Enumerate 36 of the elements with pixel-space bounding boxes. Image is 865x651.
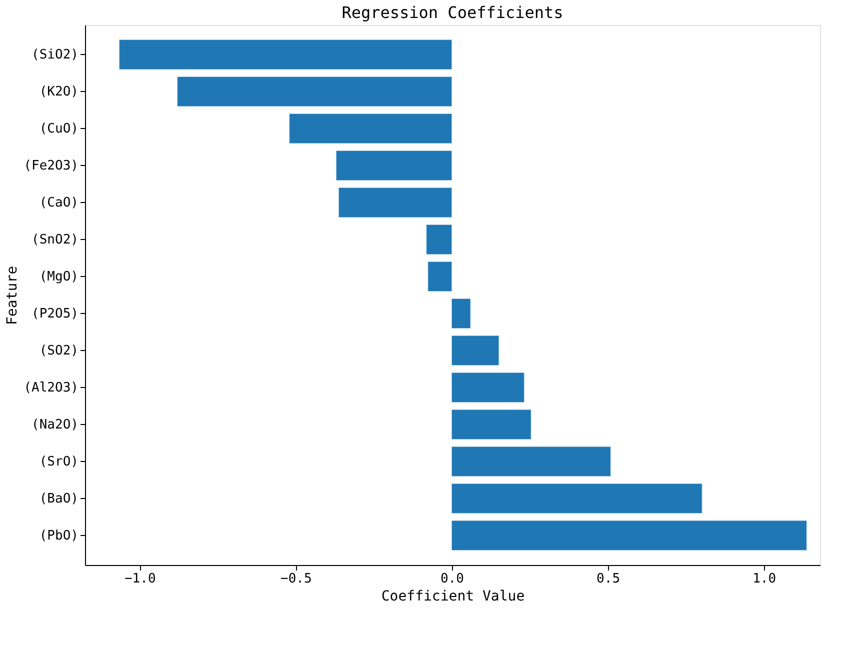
y-tick-label: (CuO)	[39, 122, 78, 137]
y-tick-label: (CaO)	[39, 196, 78, 211]
y-tick-label: (Fe2O3)	[24, 158, 78, 174]
bar	[119, 40, 452, 70]
x-tick-label: 1.0	[752, 572, 776, 586]
y-tick-label: (SiO2)	[32, 48, 78, 63]
bar	[177, 76, 452, 107]
y-tick-label: (K2O)	[39, 84, 78, 100]
x-axis-title: Coefficient Value	[381, 588, 525, 604]
bar	[451, 409, 532, 440]
y-tick-label: (PbO)	[39, 528, 78, 544]
bar	[451, 335, 500, 366]
y-tick-label: (Al2O3)	[24, 380, 78, 396]
y-tick-label: (SO2)	[39, 343, 78, 358]
chart-title: Regression Coefficients	[342, 3, 564, 22]
bar	[451, 520, 807, 550]
y-axis-title: Feature	[4, 266, 21, 326]
bar	[428, 261, 452, 292]
bar	[451, 298, 471, 329]
y-tick-label: (SrO)	[39, 454, 78, 470]
bar	[336, 150, 452, 181]
x-tick-label: 0.0	[440, 572, 464, 586]
bar	[451, 372, 524, 403]
x-tick-label: 0.5	[596, 572, 620, 586]
bar	[451, 483, 702, 514]
y-tick-label: (SnO2)	[32, 232, 78, 248]
y-tick-label: (P2O5)	[32, 306, 78, 322]
bar	[451, 446, 611, 476]
bar	[289, 114, 452, 144]
y-tick-label: (BaO)	[39, 491, 78, 506]
x-tick-label: −1.0	[124, 572, 156, 586]
x-tick-label: −0.5	[280, 572, 312, 586]
y-tick-label: (Na2O)	[32, 417, 78, 432]
bar	[426, 224, 452, 255]
bar	[338, 187, 452, 218]
y-tick-label: (MgO)	[39, 270, 78, 285]
